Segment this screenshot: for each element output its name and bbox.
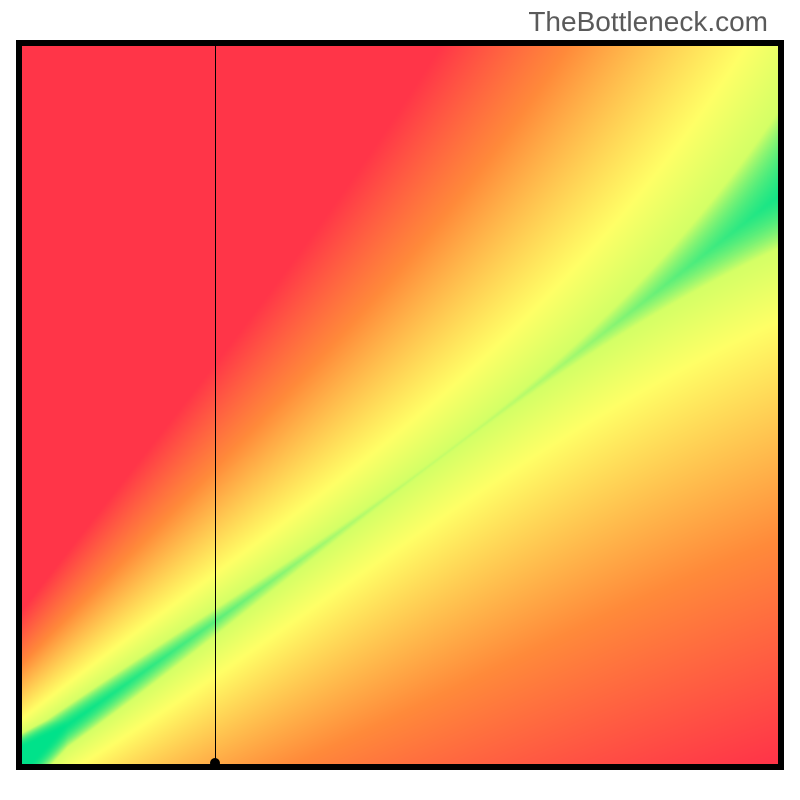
chart-frame [16, 40, 784, 770]
marker-dot [210, 758, 220, 768]
chart-container: TheBottleneck.com [0, 0, 800, 800]
heatmap-canvas [22, 46, 778, 764]
attribution-label: TheBottleneck.com [528, 6, 768, 38]
marker-vertical-line [215, 46, 216, 764]
